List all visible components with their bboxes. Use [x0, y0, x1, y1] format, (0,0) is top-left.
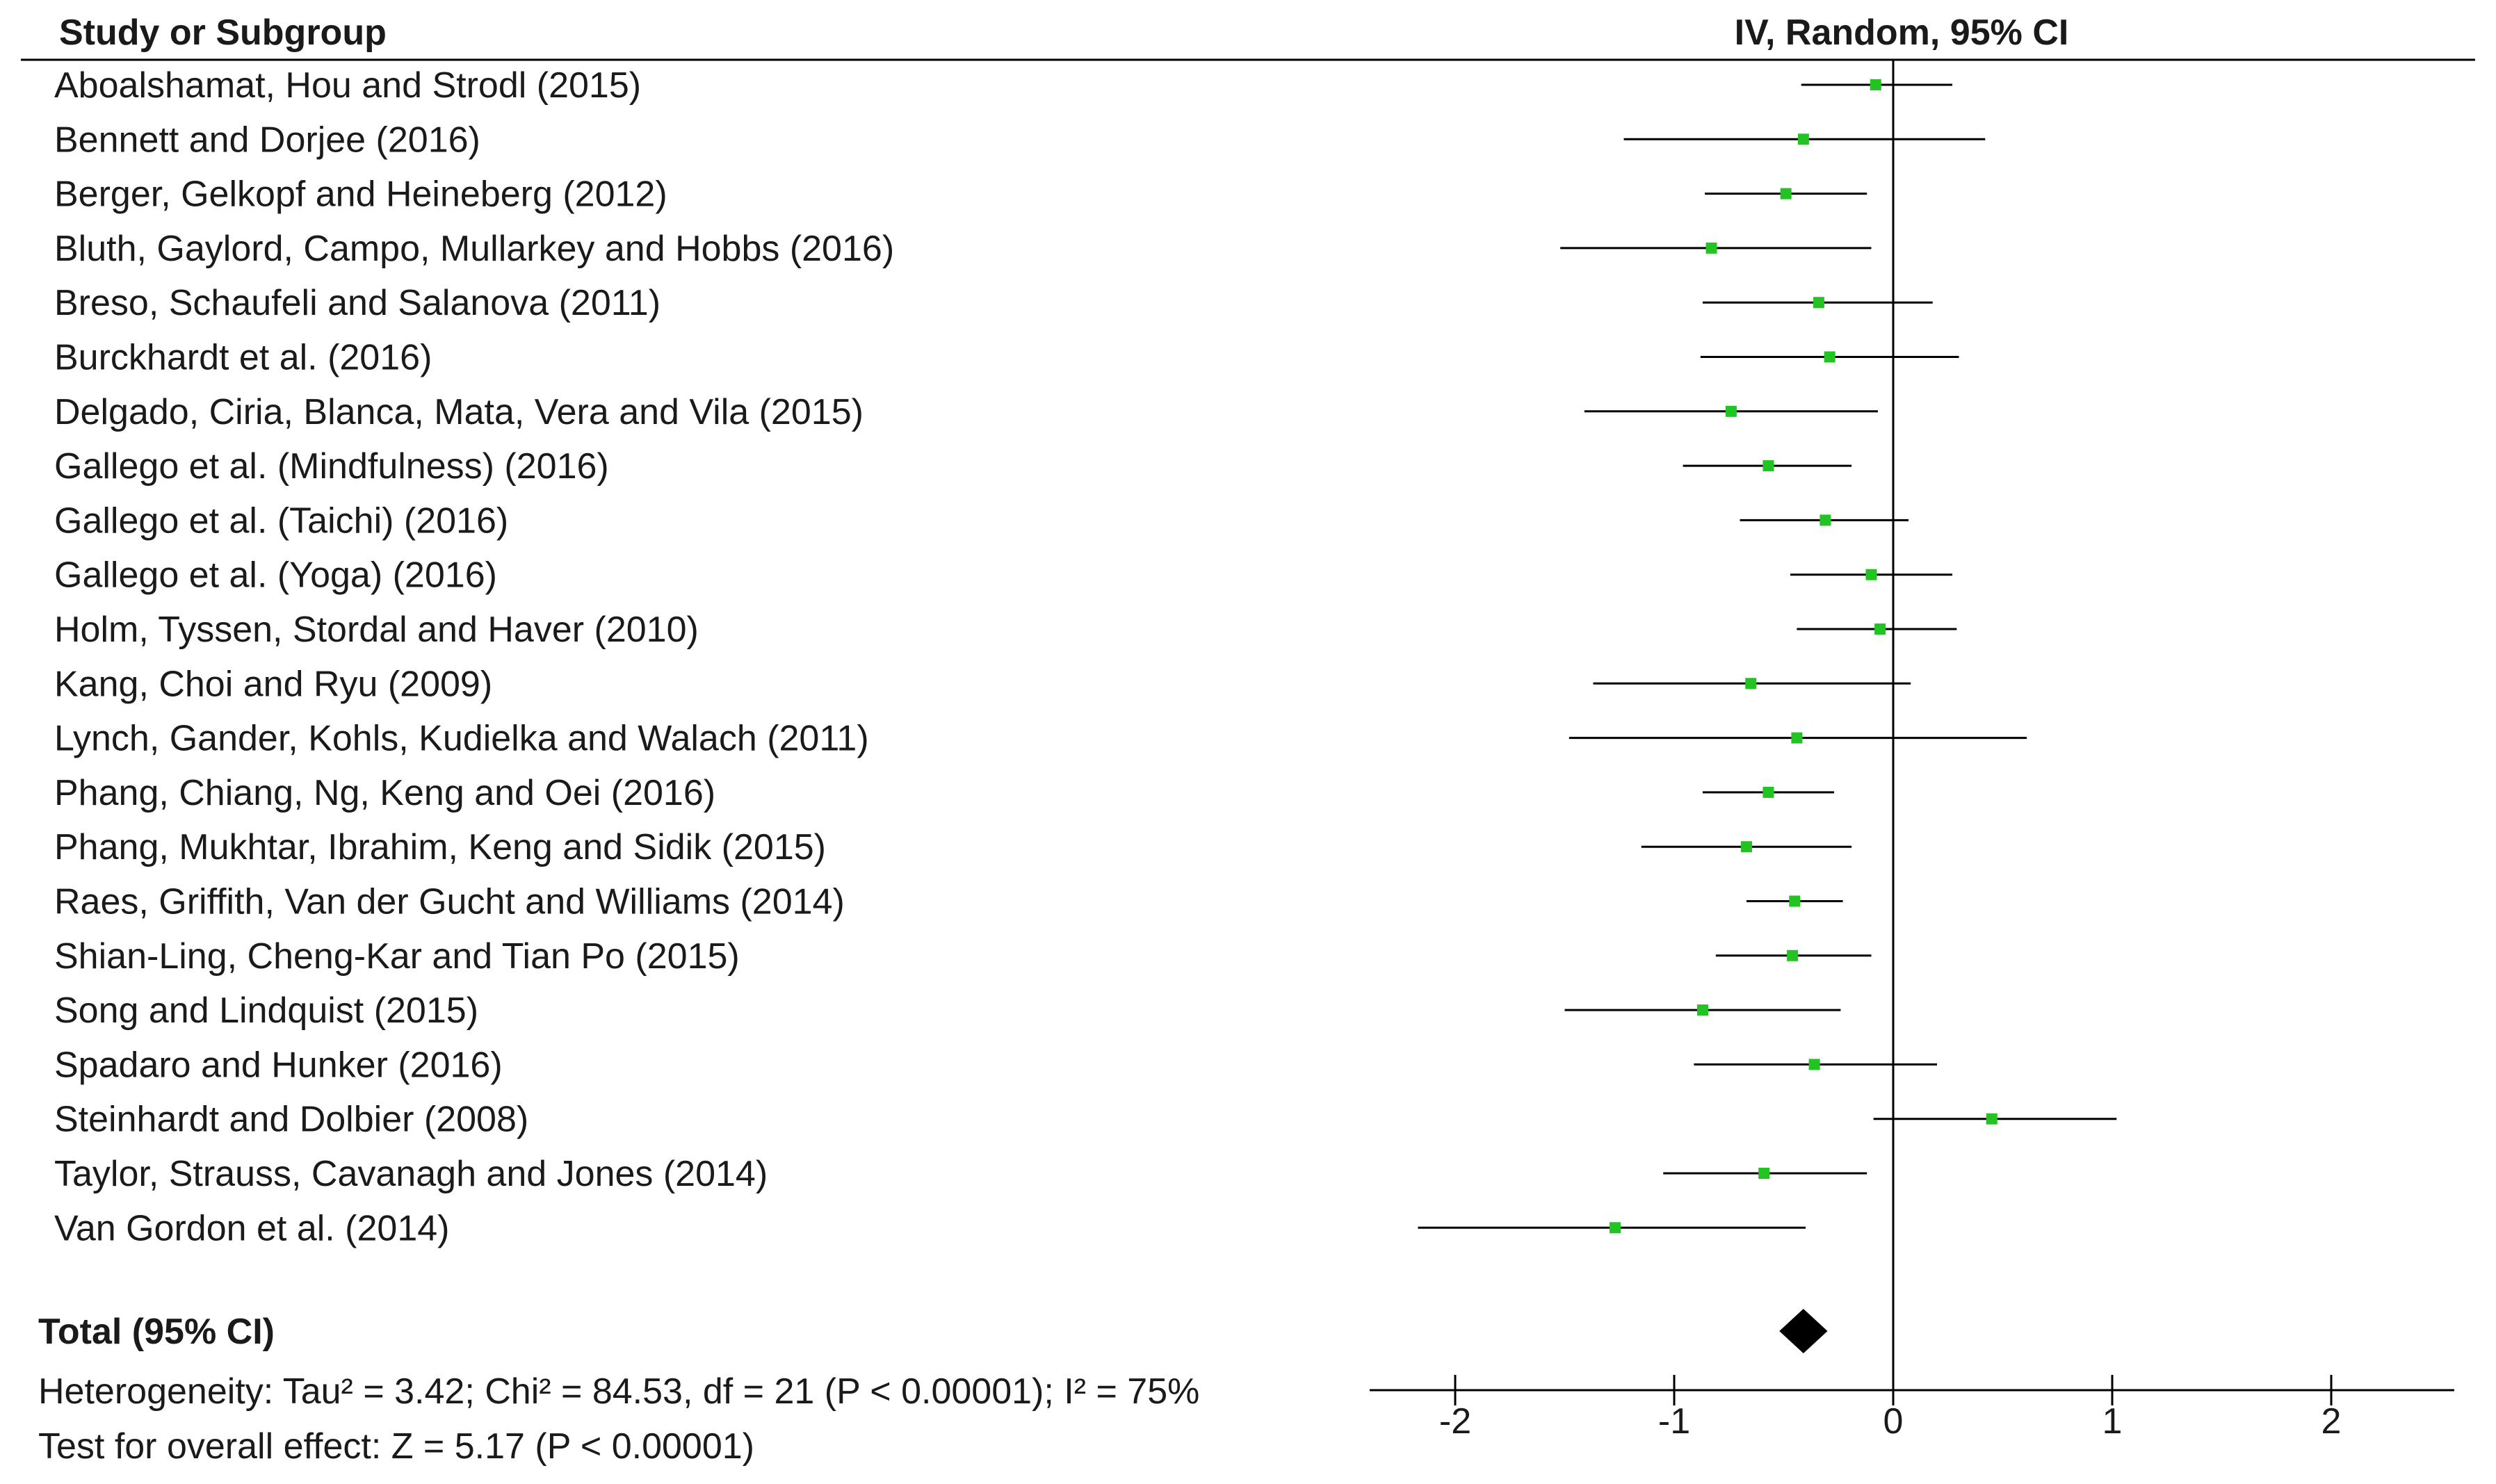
study-label: Taylor, Strauss, Cavanagh and Jones (201…	[54, 1154, 768, 1194]
study-label: Van Gordon et al. (2014)	[54, 1208, 450, 1248]
study-label: Phang, Mukhtar, Ibrahim, Keng and Sidik …	[54, 827, 826, 867]
effect-marker	[1787, 949, 1799, 961]
study-label: Raes, Griffith, Van der Gucht and Willia…	[54, 882, 845, 922]
effect-marker	[1986, 1113, 1997, 1125]
effect-marker	[1740, 841, 1752, 853]
study-label: Spadaro and Hunker (2016)	[54, 1045, 503, 1085]
column-header-effect: IV, Random, 95% CI	[1735, 13, 2069, 53]
column-header-study: Study or Subgroup	[59, 13, 387, 53]
effect-marker	[1609, 1222, 1621, 1234]
total-label: Total (95% CI)	[38, 1312, 275, 1352]
effect-marker	[1870, 79, 1881, 90]
effect-marker	[1791, 732, 1803, 744]
x-tick-label: -2	[1439, 1401, 1471, 1442]
study-rows: Aboalshamat, Hou and Strodl (2015) Bennet…	[54, 65, 2117, 1248]
study-label: Bluth, Gaylord, Campo, Mullarkey and Hob…	[54, 229, 894, 269]
effect-marker	[1696, 1004, 1708, 1016]
study-label: Gallego et al. (Mindfulness) (2016)	[54, 446, 609, 487]
heterogeneity-text: Heterogeneity: Tau² = 3.42; Chi² = 84.53…	[38, 1371, 1199, 1412]
effect-marker	[1824, 351, 1835, 363]
study-label: Berger, Gelkopf and Heineberg (2012)	[54, 174, 667, 215]
overall-effect-text: Test for overall effect: Z = 5.17 (P < 0…	[38, 1426, 754, 1467]
x-axis: -2 -1 0 1 2	[1370, 1375, 2454, 1442]
study-label: Gallego et al. (Yoga) (2016)	[54, 555, 497, 596]
effect-marker	[1762, 786, 1774, 798]
effect-marker	[1725, 405, 1737, 417]
study-label: Holm, Tyssen, Stordal and Haver (2010)	[54, 610, 699, 650]
effect-marker	[1808, 1059, 1820, 1070]
effect-marker	[1789, 895, 1801, 907]
x-tick-label: 0	[1883, 1401, 1904, 1442]
study-label: Delgado, Ciria, Blanca, Mata, Vera and V…	[54, 392, 864, 432]
study-label: Gallego et al. (Taichi) (2016)	[54, 500, 508, 541]
x-tick-label: -1	[1658, 1401, 1690, 1442]
x-tick-label: 2	[2321, 1401, 2342, 1442]
x-tick-label: 1	[2102, 1401, 2123, 1442]
effect-marker	[1820, 514, 1831, 526]
study-label: Breso, Schaufeli and Salanova (2011)	[54, 283, 661, 323]
effect-marker	[1813, 297, 1824, 309]
effect-marker	[1780, 188, 1792, 199]
effect-marker	[1745, 678, 1757, 690]
total-row: Total (95% CI)	[38, 1309, 1828, 1353]
study-label: Steinhardt and Dolbier (2008)	[54, 1100, 528, 1140]
study-label: Aboalshamat, Hou and Strodl (2015)	[54, 65, 641, 106]
study-label: Lynch, Gander, Kohls, Kudielka and Walac…	[54, 719, 869, 759]
effect-marker	[1758, 1168, 1770, 1179]
effect-marker	[1874, 623, 1886, 635]
study-label: Burckhardt et al. (2016)	[54, 338, 432, 378]
effect-marker	[1762, 460, 1774, 472]
study-label: Bennett and Dorjee (2016)	[54, 120, 480, 160]
effect-marker	[1865, 569, 1877, 580]
study-label: Song and Lindquist (2015)	[54, 990, 478, 1031]
effect-marker	[1705, 242, 1717, 254]
effect-marker	[1797, 133, 1809, 145]
pooled-effect-diamond	[1779, 1309, 1828, 1353]
study-label: Phang, Chiang, Ng, Keng and Oei (2016)	[54, 773, 715, 813]
study-label: Kang, Choi and Ryu (2009)	[54, 664, 492, 704]
study-label: Shian-Ling, Cheng-Kar and Tian Po (2015)	[54, 936, 740, 977]
